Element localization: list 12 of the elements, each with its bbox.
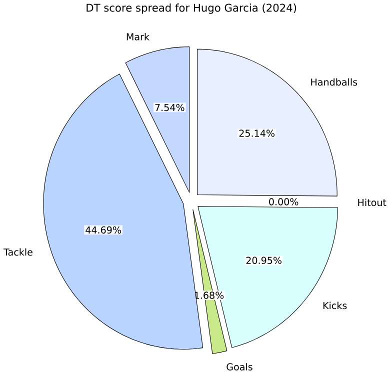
data-label: 44.69% (86, 226, 121, 234)
slice-label: Tackle (4, 248, 32, 256)
data-label: 7.54% (155, 104, 184, 112)
slice-label: Handballs (311, 78, 358, 86)
slice-label: Mark (126, 32, 150, 40)
slice-label: Kicks (323, 302, 347, 310)
text: 0.00% (269, 198, 298, 206)
data-label: 25.14% (239, 130, 275, 137)
category-label: Hitout (358, 198, 386, 206)
slice-label: Goals (226, 363, 252, 370)
data-label: 20.95% (246, 256, 282, 264)
chart-title: DT score spread for Hugo Garcia (2024) (86, 4, 296, 14)
